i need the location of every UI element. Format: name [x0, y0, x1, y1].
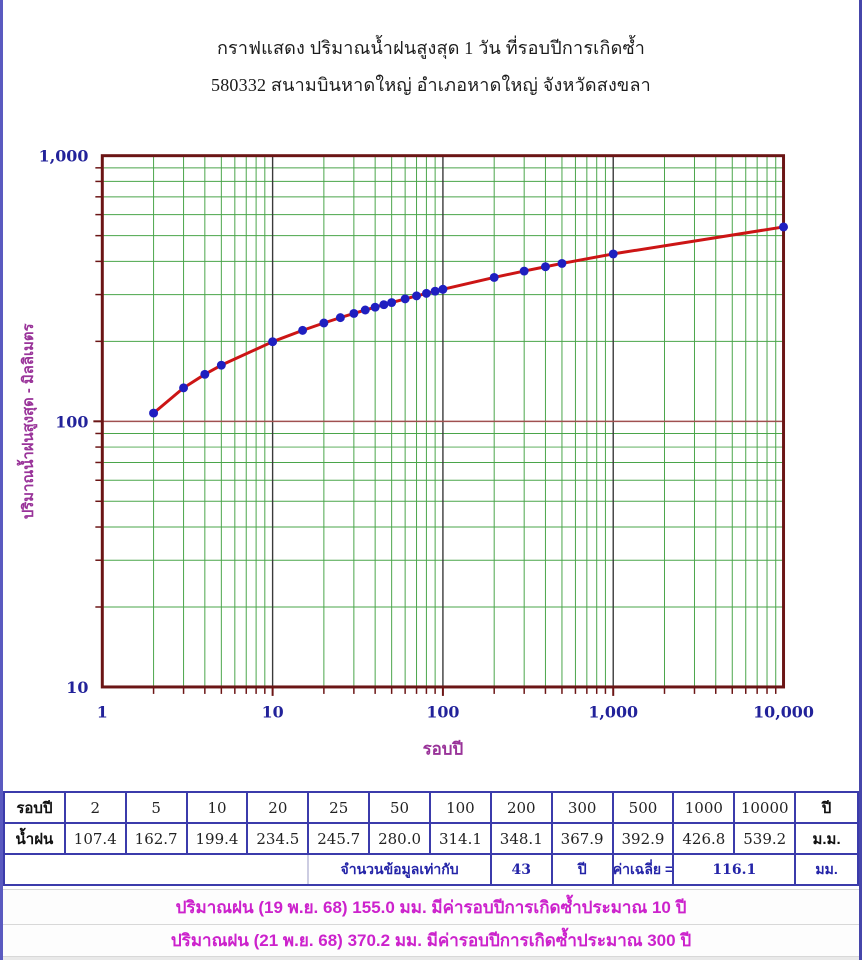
note-event-2: ปริมาณฝน (21 พ.ย. 68) 370.2 มม. มีค่ารอบ…: [3, 924, 859, 957]
data-point: [430, 286, 440, 296]
return-period-value: 20: [248, 793, 310, 824]
y-tick-label: 10: [66, 678, 88, 697]
data-point: [379, 300, 389, 310]
data-point: [387, 298, 397, 308]
data-point: [335, 313, 345, 323]
data-point: [149, 408, 159, 418]
rainfall-value: 367.9: [552, 824, 614, 855]
record-count-value: 43: [492, 855, 553, 884]
data-points: [149, 222, 788, 418]
row-header-return-period: รอบปี: [5, 793, 66, 824]
chart-title-line1: กราฟแสดง ปริมาณน้ำฝนสูงสุด 1 วัน ที่รอบป…: [216, 38, 646, 58]
return-period-value: 25: [309, 793, 371, 824]
x-axis-title: รอบปี: [423, 739, 464, 758]
y-tick-label: 1,000: [39, 147, 89, 166]
rainfall-unit: ม.ม.: [796, 824, 857, 855]
rainfall-value: 392.9: [613, 824, 675, 855]
rainfall-value: 107.4: [65, 824, 127, 855]
return-period-value: 50: [370, 793, 431, 824]
data-point: [319, 318, 329, 328]
row-header-rainfall: น้ำฝน: [5, 824, 66, 855]
empty-cell: [5, 855, 310, 884]
data-point: [400, 294, 410, 304]
rainfall-value: 348.1: [491, 824, 553, 855]
return-period-value: 100: [431, 793, 492, 824]
data-point: [370, 302, 380, 312]
rainfall-value: 234.5: [248, 824, 310, 855]
x-tick-label: 1,000: [588, 703, 638, 722]
data-point: [298, 325, 308, 335]
return-period-value: 1000: [674, 793, 736, 824]
rainfall-value: 314.1: [431, 824, 492, 855]
data-point: [519, 266, 529, 276]
data-point: [489, 272, 499, 282]
return-period-unit: ปี: [796, 793, 857, 824]
rainfall-value: 245.7: [309, 824, 371, 855]
data-point: [421, 288, 431, 298]
data-point: [268, 337, 278, 347]
average-label: ค่าเฉลี่ย =: [614, 855, 675, 884]
average-value: 116.1: [674, 855, 797, 884]
bottom-divider: [3, 957, 859, 960]
data-point: [216, 360, 226, 370]
x-tick-label: 10: [262, 703, 284, 722]
data-point: [540, 262, 550, 272]
rainfall-value: 280.0: [370, 824, 431, 855]
x-tick-label: 100: [426, 703, 459, 722]
data-point: [179, 383, 189, 393]
data-point: [200, 369, 210, 379]
y-tick-label: 100: [55, 412, 88, 431]
rainfall-value: 199.4: [187, 824, 249, 855]
frequency-curve: [152, 225, 786, 415]
record-count-label: จำนวนข้อมูลเท่ากับ: [309, 855, 492, 884]
return-period-value: 200: [491, 793, 553, 824]
data-point: [360, 305, 370, 315]
axis-ticks: [93, 167, 777, 696]
data-point: [608, 249, 618, 259]
x-tick-label: 1: [97, 703, 108, 722]
return-period-value: 2: [65, 793, 127, 824]
return-period-value: 10000: [735, 793, 797, 824]
return-period-value: 300: [552, 793, 614, 824]
return-period-value: 500: [613, 793, 675, 824]
rainfall-value: 162.7: [126, 824, 188, 855]
note-event-1: ปริมาณฝน (19 พ.ย. 68) 155.0 มม. มีค่ารอบ…: [3, 889, 859, 924]
record-count-unit: ปี: [553, 855, 614, 884]
plot-border: [100, 154, 786, 689]
grid-major: [102, 155, 784, 687]
chart-title-line2: 580332 สนามบินหาดใหญ่ อำเภอหาดใหญ่ จังหว…: [211, 75, 651, 95]
data-point: [779, 222, 788, 232]
data-point: [557, 258, 567, 268]
return-period-table: รอบปี 2 5 10 20 25 50 100 200 300 500 1000 10000 ปี น้…: [3, 791, 859, 886]
y-axis-title: ปริมาณน้ำฝนสูงสุด - มิลลิเมตร: [16, 323, 38, 519]
x-tick-label: 10,000: [753, 703, 814, 722]
return-period-value: 5: [126, 793, 188, 824]
data-point: [438, 284, 448, 294]
data-point: [412, 291, 422, 301]
average-unit: มม.: [815, 860, 838, 877]
return-period-value: 10: [187, 793, 249, 824]
rainfall-frequency-chart: 1,000 100 10 1 10 100 1,000 10,000 ปริมาณน้ำฝนสู…: [16, 147, 814, 759]
data-point: [349, 308, 359, 318]
rainfall-value: 426.8: [674, 824, 736, 855]
rainfall-value: 539.2: [735, 824, 797, 855]
